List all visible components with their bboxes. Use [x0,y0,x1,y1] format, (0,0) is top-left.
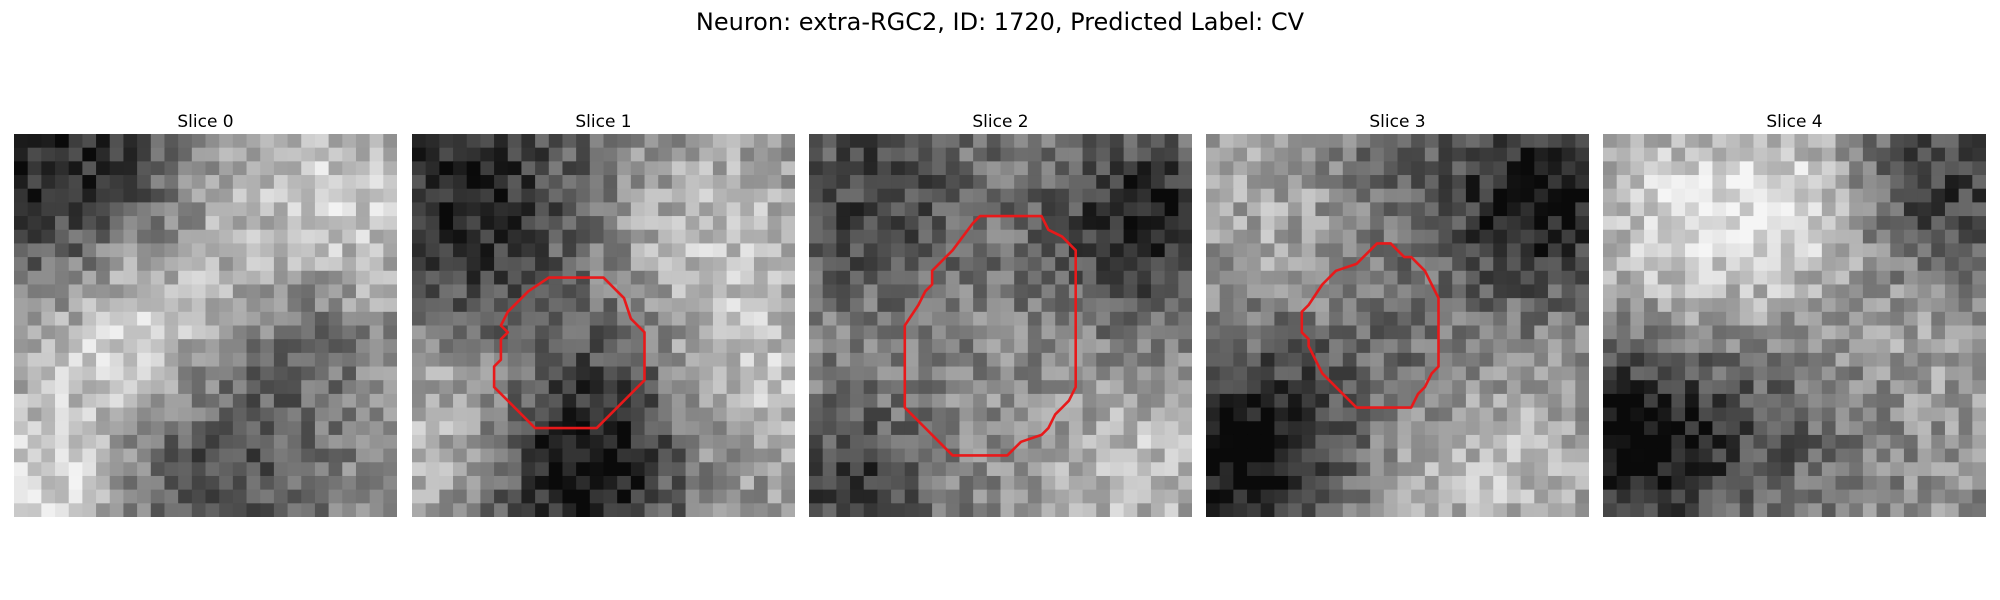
slice-panel-4: Slice 4 [1603,110,1986,517]
segmentation-contour [492,276,646,430]
segmentation-contour [1300,242,1440,409]
segmentation-contour [903,214,1078,457]
slice-image-1 [412,134,795,517]
slice-panel-1: Slice 1 [412,110,795,517]
slice-title: Slice 1 [575,112,632,132]
slice-image-0 [14,134,397,517]
slice-title: Slice 0 [177,112,234,132]
slice-panel-2: Slice 2 [809,110,1192,517]
slice-panel-3: Slice 3 [1206,110,1589,517]
slice-image-2 [809,134,1192,517]
slice-panel-0: Slice 0 [14,110,397,517]
slice-title: Slice 3 [1369,112,1426,132]
figure-title: Neuron: extra-RGC2, ID: 1720, Predicted … [695,8,1305,36]
slice-image-3 [1206,134,1589,517]
slice-image-4 [1603,134,1986,517]
slice-title: Slice 2 [972,112,1029,132]
slice-title: Slice 4 [1766,112,1823,132]
